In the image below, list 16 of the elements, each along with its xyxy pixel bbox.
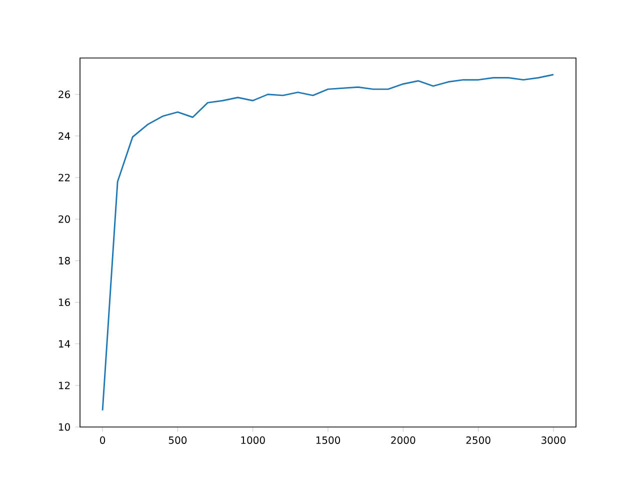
y-tick-label: 16 — [59, 298, 70, 306]
x-tick-label: 1500 — [316, 436, 340, 444]
y-tick-label: 18 — [59, 256, 70, 264]
x-tick-label: 3000 — [541, 436, 566, 444]
y-tick-label: 14 — [59, 340, 70, 348]
x-tick-label: 1000 — [241, 436, 265, 444]
y-tick-label: 22 — [58, 174, 70, 182]
y-tick-label: 12 — [59, 382, 70, 390]
y-tick-label: 26 — [58, 90, 70, 98]
x-tick-label: 2500 — [466, 436, 490, 444]
y-tick-label: 20 — [58, 215, 70, 223]
x-tick-label: 0 — [100, 436, 106, 444]
y-tick-label: 10 — [59, 423, 70, 431]
x-tick-label: 500 — [168, 436, 187, 444]
y-tick-label: 24 — [58, 132, 70, 140]
x-tick-label: 2000 — [391, 436, 416, 444]
